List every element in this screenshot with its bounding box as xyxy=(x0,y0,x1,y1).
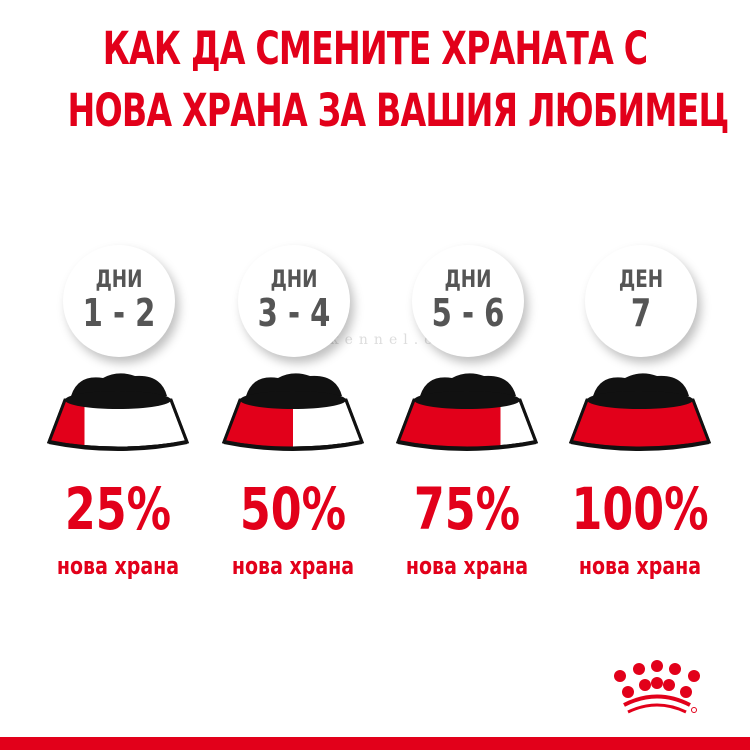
step-3: ДНИ 5 - 6 75% нова храна xyxy=(377,240,557,590)
step-1: ДНИ 1 - 2 25% нова храна xyxy=(28,240,208,590)
title-line-1: КАК ДА СМЕНИТЕ ХРАНАТА С xyxy=(102,22,648,75)
food-bowl-icon xyxy=(568,373,712,451)
day-label: ДНИ xyxy=(270,265,318,293)
day-range: 7 xyxy=(630,291,652,335)
new-food-caption: нова храна xyxy=(405,552,529,580)
food-bowl-icon xyxy=(395,373,539,451)
food-bowl-icon xyxy=(46,373,190,451)
percent-new-food: 75% xyxy=(413,475,521,543)
day-badge: ДНИ 5 - 6 xyxy=(412,245,524,357)
day-range: 1 - 2 xyxy=(82,291,156,335)
percent-new-food: 25% xyxy=(64,475,172,543)
day-badge: ДЕН 7 xyxy=(585,245,697,357)
step-2: ДНИ 3 - 4 50% нова храна xyxy=(203,240,383,590)
new-food-caption: нова храна xyxy=(231,552,355,580)
percent-new-food: 50% xyxy=(239,475,347,543)
bottom-red-bar xyxy=(0,737,750,750)
percent-new-food: 100% xyxy=(571,475,709,543)
day-range: 5 - 6 xyxy=(431,291,505,335)
food-bowl-icon xyxy=(221,373,365,451)
step-4: ДЕН 7 100% нова храна xyxy=(550,240,730,590)
crown-logo-icon xyxy=(614,660,700,714)
title-line-2: НОВА ХРАНА ЗА ВАШИЯ ЛЮБИМЕЦ xyxy=(67,84,730,137)
day-label: ДНИ xyxy=(95,265,143,293)
new-food-caption: нова храна xyxy=(56,552,180,580)
new-food-caption: нова храна xyxy=(578,552,702,580)
day-badge: ДНИ 3 - 4 xyxy=(238,245,350,357)
day-range: 3 - 4 xyxy=(257,291,331,335)
day-badge: ДНИ 1 - 2 xyxy=(63,245,175,357)
day-label: ДЕН xyxy=(618,265,664,293)
day-label: ДНИ xyxy=(444,265,492,293)
